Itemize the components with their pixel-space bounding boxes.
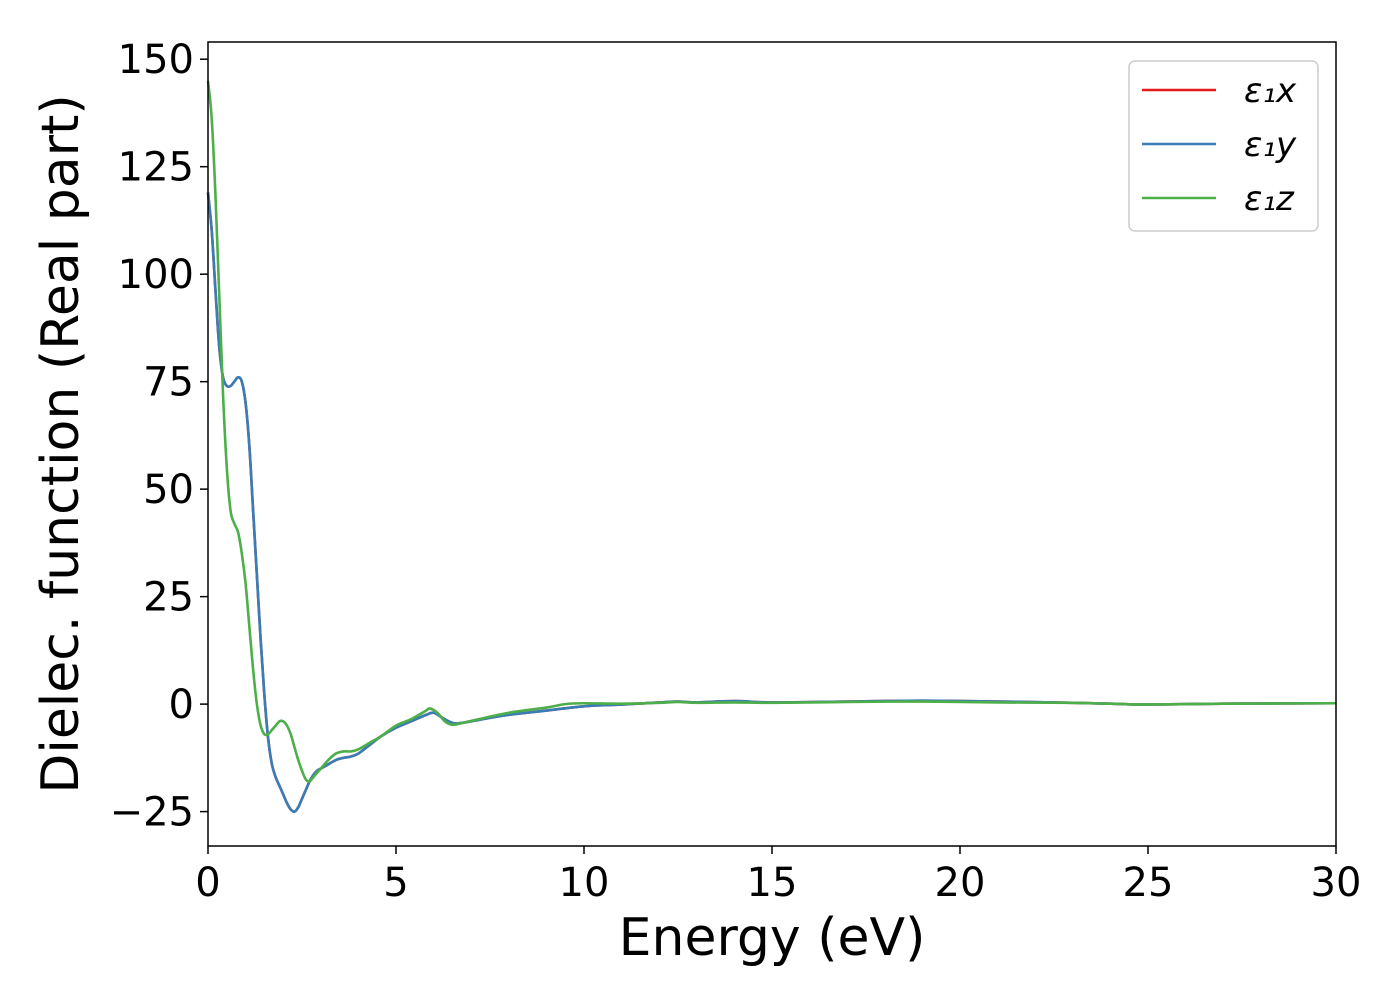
series-line-3 [206,80,1337,783]
x-axis-title: Energy (eV) [619,908,926,968]
x-tick-label: 20 [935,860,986,906]
y-tick-label: 100 [118,252,194,298]
legend-frame [1128,60,1319,232]
x-tick-label: 25 [1123,860,1174,906]
y-tick-label: 25 [143,575,194,621]
legend-label-2: ε₁y [1244,125,1297,165]
x-axis: 0 5 10 15 20 25 30 [195,846,1361,906]
series-group [206,80,1337,813]
y-tick-label: 0 [169,682,194,728]
legend-label-1: ε₁x [1244,71,1297,111]
legend: ε₁x ε₁y ε₁z [1128,60,1319,232]
y-tick-label: 75 [143,360,194,406]
y-tick-label: 50 [143,467,194,513]
y-tick-label: 125 [118,145,194,191]
x-tick-label: 30 [1311,860,1362,906]
legend-label-3: ε₁z [1244,179,1295,219]
y-tick-label: 150 [118,37,194,83]
x-tick-label: 15 [747,860,798,906]
x-tick-label: 5 [383,860,408,906]
y-axis-title: Dielec. function (Real part) [31,94,91,793]
y-tick-label: −25 [110,790,194,836]
x-tick-label: 10 [559,860,610,906]
y-axis: −25 0 25 50 75 100 125 150 [110,37,208,836]
x-tick-label: 0 [195,860,220,906]
